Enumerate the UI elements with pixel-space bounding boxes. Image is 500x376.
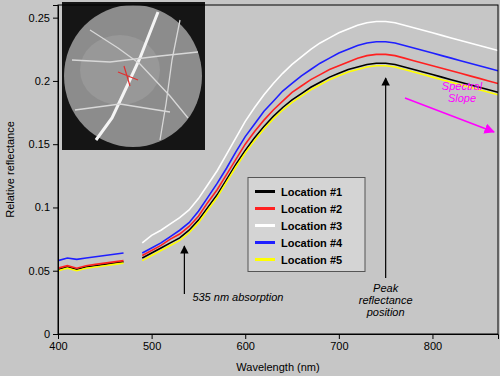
y-tick-mark	[53, 81, 58, 82]
x-tick-label: 700	[330, 340, 348, 352]
y-tick-mark	[53, 144, 58, 145]
x-axis-title: Wavelength (nm)	[236, 361, 319, 373]
inset-frame	[62, 2, 205, 150]
annotation-text: Peak	[373, 282, 399, 294]
inset-image	[62, 2, 205, 150]
x-tick: 500	[143, 334, 161, 352]
x-tick-mark	[339, 334, 340, 339]
plot-area	[58, 21, 498, 270]
y-axis-line	[53, 6, 59, 335]
x-tick-mark	[245, 334, 246, 339]
annotation-text: Spectral	[442, 80, 483, 92]
legend-swatch	[255, 241, 275, 244]
x-tick-label: 600	[237, 340, 255, 352]
x-axis-line	[59, 335, 499, 340]
y-tick: 0.2	[35, 75, 58, 87]
y-tick-mark	[53, 271, 58, 272]
annotation-text: Slope	[448, 92, 476, 104]
legend-swatch	[255, 207, 275, 210]
x-tick: 800	[424, 334, 442, 352]
series-line	[142, 21, 498, 242]
x-tick-label: 800	[424, 340, 442, 352]
chart-root: 400 500 600 700 800 0 0.05 0.1 0.15 0.2 0.25 Wavele…	[0, 0, 500, 376]
y-tick-mark	[53, 18, 58, 19]
y-tick-label: 0.2	[35, 75, 50, 87]
annotation: Peakreflectanceposition	[359, 78, 413, 318]
legend-label: Location #3	[281, 220, 342, 232]
annotation-arrow	[385, 78, 386, 278]
y-tick-label: 0	[44, 328, 50, 340]
legend-box	[248, 178, 365, 272]
y-tick-label: 0.1	[35, 201, 50, 213]
x-tick-label: 400	[49, 340, 67, 352]
chart-svg: 400 500 600 700 800 0 0.05 0.1 0.15 0.2 0.25 Wavele…	[0, 0, 500, 376]
plot-frame	[58, 5, 498, 334]
y-tick-label: 0.05	[29, 265, 50, 277]
y-tick: 0.05	[29, 265, 58, 277]
inset-crack	[160, 20, 180, 140]
annotation-text: reflectance	[359, 294, 413, 306]
legend-label: Location #2	[281, 203, 342, 215]
x-tick-mark	[432, 334, 433, 339]
inset-disk	[64, 5, 202, 147]
y-axis: 0 0.05 0.1 0.15 0.2 0.25	[29, 6, 59, 341]
legend-swatch	[255, 258, 275, 261]
x-tick-label: 500	[143, 340, 161, 352]
x-tick: 600	[237, 334, 255, 352]
legend-label: Location #5	[281, 254, 342, 266]
annotation-arrow	[184, 246, 185, 294]
y-tick: 0	[44, 328, 58, 340]
inset-crack	[96, 12, 158, 140]
y-tick: 0.1	[35, 201, 58, 213]
series-line	[58, 66, 498, 271]
y-tick-label: 0.25	[29, 12, 50, 24]
annotation-text: position	[366, 306, 405, 318]
y-tick-label: 0.15	[29, 138, 50, 150]
legend-label: Location #4	[281, 237, 343, 249]
x-axis: 400 500 600 700 800	[49, 334, 498, 352]
annotation: 535 nm absorption	[184, 246, 283, 303]
x-tick: 700	[330, 334, 348, 352]
annotation-text: 535 nm absorption	[192, 291, 283, 303]
inset-crack	[75, 104, 170, 112]
y-tick: 0.25	[29, 12, 58, 24]
inset-crack	[90, 30, 188, 118]
legend-label: Location #1	[281, 186, 342, 198]
y-axis-title: Relative reflectance	[4, 121, 16, 218]
x-tick: 400	[49, 334, 67, 352]
legend-swatch	[255, 224, 275, 227]
legend: Location #1 Location #2 Location #3 Locatio…	[248, 178, 365, 272]
background	[0, 0, 500, 376]
inset-marker	[118, 66, 138, 86]
annotation: SpectralSlope	[405, 80, 494, 132]
legend-swatch	[255, 190, 275, 193]
y-tick-mark	[53, 334, 58, 335]
y-tick-mark	[53, 207, 58, 208]
y-tick: 0.15	[29, 138, 58, 150]
inset-shade	[80, 35, 160, 105]
x-tick-mark	[152, 334, 153, 339]
